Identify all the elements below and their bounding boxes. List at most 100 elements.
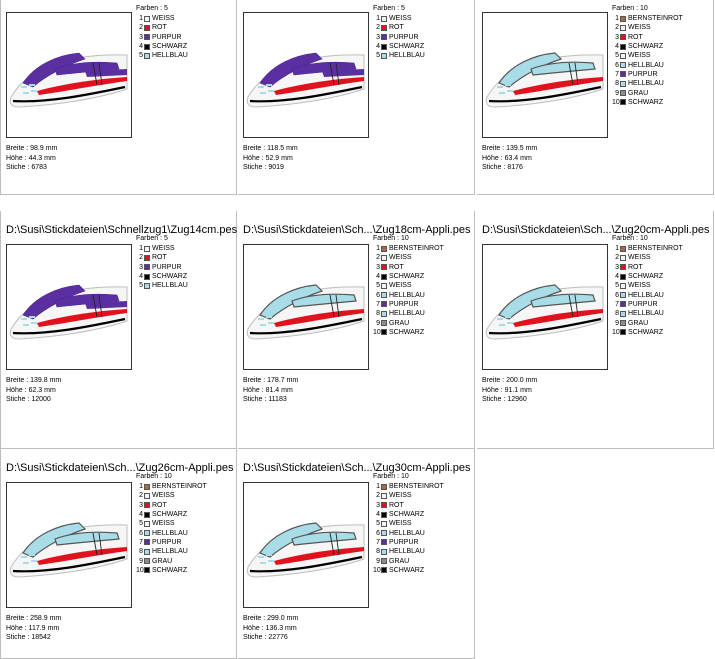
stitch-count: Stiche : 22776	[243, 634, 288, 641]
thread-color-list: 1 WEISS 2 ROT 3 PURPUR 4 SCHWARZ 5 HELLB…	[373, 14, 425, 60]
height-stat: Höhe : 91.1 mm	[482, 386, 532, 394]
thread-swatch	[144, 511, 150, 518]
thread-color-list: 1 BERNSTEINROT 2 WEISS 3 ROT 4 SCHWARZ 5…	[612, 14, 683, 107]
thread-swatch	[381, 43, 387, 50]
color-count: Farben : 10	[373, 473, 409, 480]
thread-color-row: 1 WEISS	[376, 15, 412, 23]
stitch-count: Stiche : 18542	[6, 634, 51, 641]
color-count: Farben : 10	[612, 5, 648, 12]
thread-color-row: 3 PURPUR	[139, 263, 182, 271]
thread-color-row: 10 SCHWARZ	[373, 328, 425, 336]
design-thumbnail[interactable]	[482, 244, 608, 370]
thread-swatch	[620, 301, 626, 308]
thread-color-list: 1 BERNSTEINROT 2 WEISS 3 ROT 4 SCHWARZ 5…	[136, 482, 207, 575]
thread-swatch	[620, 292, 626, 299]
color-count: Farben : 10	[373, 235, 409, 242]
design-card[interactable]: Farben : 5 1 WEISS 2 ROT 3 PURPUR 4 SCHW…	[0, 0, 237, 195]
design-card[interactable]: D:\Susi\Stickdateien\Sch...\Zug18cm-Appl…	[238, 211, 475, 449]
thread-swatch	[144, 43, 150, 50]
design-card[interactable]: D:\Susi\Stickdateien\Sch...\Zug20cm-Appl…	[477, 211, 714, 449]
design-card[interactable]: D:\Susi\Stickdateien\Sch...\Zug26cm-Appl…	[0, 449, 237, 659]
thread-swatch	[620, 99, 626, 106]
thread-swatch	[381, 502, 387, 509]
design-thumbnail[interactable]	[6, 482, 132, 608]
thread-color-row: 6 HELLBLAU	[376, 291, 425, 299]
design-thumbnail[interactable]	[482, 12, 608, 138]
thread-swatch	[144, 492, 150, 499]
thread-swatch	[144, 264, 150, 271]
thread-swatch	[620, 52, 626, 59]
stitch-count: Stiche : 12000	[6, 396, 51, 403]
height-stat: Höhe : 63.4 mm	[482, 154, 532, 162]
design-stats: Breite : 139.8 mm Höhe : 62.3 mm Stiche …	[6, 376, 61, 405]
thread-swatch	[620, 43, 626, 50]
thread-color-row: 6 HELLBLAU	[376, 529, 425, 537]
thread-color-row: 9 GRAU	[615, 89, 649, 97]
design-card[interactable]: Farben : 10 1 BERNSTEINROT 2 WEISS 3 ROT…	[477, 0, 714, 195]
thread-swatch	[144, 530, 150, 537]
width-stat: Breite : 139.8 mm	[6, 377, 62, 384]
thread-swatch	[620, 245, 626, 252]
thread-color-row: 10 SCHWARZ	[612, 328, 664, 336]
thread-swatch	[620, 71, 626, 78]
design-stats: Breite : 98.9 mm Höhe : 44.3 mm Stiche :…	[6, 144, 57, 173]
thread-swatch	[620, 320, 626, 327]
thread-swatch	[144, 254, 150, 261]
thread-swatch	[144, 483, 150, 490]
thread-color-row: 7 PURPUR	[615, 70, 658, 78]
thread-swatch	[144, 24, 150, 31]
thread-swatch	[144, 502, 150, 509]
thread-color-row: 4 SCHWARZ	[376, 43, 425, 51]
color-count: Farben : 10	[136, 473, 172, 480]
height-stat: Höhe : 136.3 mm	[243, 624, 297, 632]
design-card[interactable]: D:\Susi\Stickdateien\Sch...\Zug30cm-Appl…	[238, 449, 475, 659]
thread-swatch	[381, 301, 387, 308]
color-count: Farben : 10	[612, 235, 648, 242]
thread-color-row: 1 BERNSTEINROT	[139, 483, 207, 491]
train-embroidery-preview	[9, 522, 128, 578]
thread-swatch	[381, 24, 387, 31]
thread-swatch	[381, 483, 387, 490]
design-thumbnail[interactable]	[243, 482, 369, 608]
file-path-title: D:\Susi\Stickdateien\Sch...\Zug26cm-Appl…	[6, 462, 234, 474]
thread-swatch	[381, 567, 387, 574]
thread-color-row: 1 BERNSTEINROT	[615, 245, 683, 253]
design-stats: Breite : 139.5 mm Höhe : 63.4 mm Stiche …	[482, 144, 537, 173]
thread-swatch	[620, 310, 626, 317]
train-embroidery-preview	[9, 52, 128, 108]
design-card[interactable]: D:\Susi\Stickdateien\Schnellzug1\Zug14cm…	[0, 211, 237, 449]
thread-color-row: 2 WEISS	[139, 492, 175, 500]
thread-color-row: 5 WEISS	[615, 52, 651, 60]
thread-swatch	[381, 329, 387, 336]
color-count: Farben : 5	[373, 5, 405, 12]
thread-color-row: 7 PURPUR	[139, 538, 182, 546]
thread-swatch	[381, 511, 387, 518]
thread-color-row: 4 SCHWARZ	[615, 43, 664, 51]
thread-swatch	[620, 282, 626, 289]
design-thumbnail[interactable]	[6, 244, 132, 370]
thread-color-list: 1 BERNSTEINROT 2 WEISS 3 ROT 4 SCHWARZ 5…	[373, 244, 444, 337]
train-embroidery-preview	[246, 284, 365, 340]
thread-color-row: 2 ROT	[139, 254, 167, 262]
thread-color-row: 5 WEISS	[615, 282, 651, 290]
thread-swatch	[620, 15, 626, 22]
thread-swatch	[620, 273, 626, 280]
thread-color-row: 3 ROT	[376, 263, 404, 271]
thread-swatch	[381, 520, 387, 527]
design-thumbnail[interactable]	[243, 244, 369, 370]
thread-color-row: 10 SCHWARZ	[612, 98, 664, 106]
thread-color-row: 3 ROT	[376, 501, 404, 509]
design-card[interactable]: Farben : 5 1 WEISS 2 ROT 3 PURPUR 4 SCHW…	[238, 0, 475, 195]
color-count: Farben : 5	[136, 5, 168, 12]
thread-swatch	[381, 34, 387, 41]
thread-color-row: 4 SCHWARZ	[139, 43, 188, 51]
design-thumbnail[interactable]	[6, 12, 132, 138]
thread-color-row: 7 PURPUR	[376, 300, 419, 308]
width-stat: Breite : 118.5 mm	[243, 145, 298, 152]
thread-swatch	[381, 52, 387, 59]
thread-swatch	[381, 282, 387, 289]
width-stat: Breite : 299.0 mm	[243, 615, 299, 622]
design-thumbnail[interactable]	[243, 12, 369, 138]
thread-swatch	[381, 292, 387, 299]
thread-color-row: 9 GRAU	[376, 319, 410, 327]
